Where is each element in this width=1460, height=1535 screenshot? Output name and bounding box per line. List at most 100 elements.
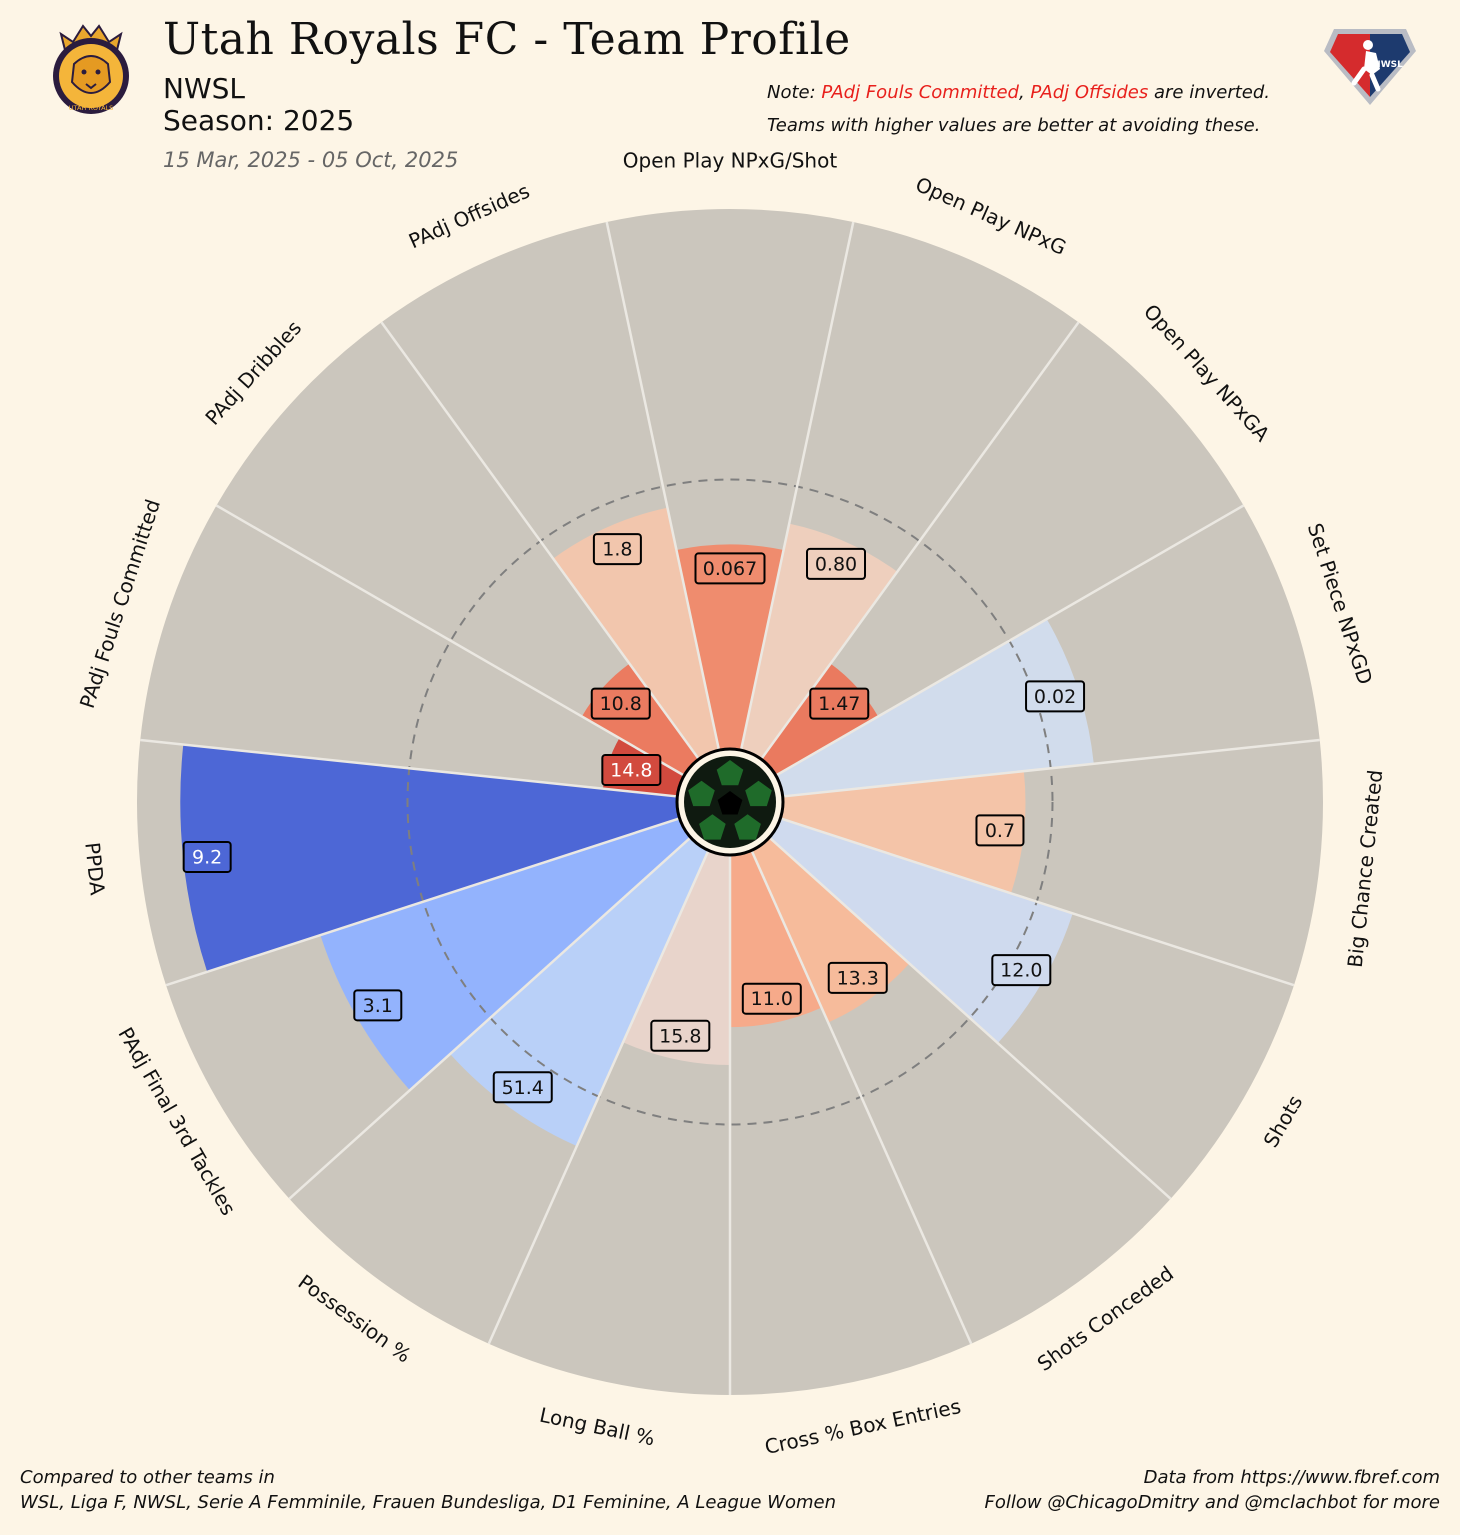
note-metric-fouls: PAdj Fouls Committed: [821, 82, 1019, 103]
bar-10: [320, 818, 692, 1091]
value-label-text: 10.8: [600, 693, 642, 715]
value-label-text: 1.47: [818, 693, 860, 715]
bar-11: [180, 744, 681, 972]
category-label: Cross % Box Entries: [763, 1394, 963, 1459]
value-label: 0.067: [694, 552, 766, 585]
reference-ring: [406, 478, 1054, 1126]
slice-divider: [165, 816, 681, 987]
inverted-note-explanation: Teams with higher values are better at a…: [767, 115, 1261, 136]
slice-divider: [215, 504, 686, 778]
category-label: Open Play NPxG/Shot: [623, 149, 838, 173]
value-label-text: 1.8: [602, 539, 632, 561]
page-title: Utah Royals FC - Team Profile: [163, 14, 851, 65]
value-label-text: 11.0: [751, 988, 793, 1010]
bar-14: [553, 507, 720, 760]
note-prefix: Note:: [767, 82, 822, 103]
value-label-box: [1025, 680, 1086, 713]
slice-divider: [750, 848, 973, 1345]
value-label-box: [353, 989, 403, 1022]
league-logo: NWSL: [1324, 29, 1416, 105]
slice-divider: [487, 848, 710, 1345]
slice-background: [140, 505, 685, 797]
note-metric-offsides: PAdj Offsides: [1030, 82, 1149, 103]
category-label: PPDA: [80, 841, 109, 896]
slice-background: [216, 322, 700, 776]
note-separator: ,: [1018, 82, 1031, 103]
category-label: Long Ball %: [537, 1403, 657, 1451]
value-label-box: [182, 840, 232, 873]
value-label-text: 0.80: [815, 553, 857, 575]
date-range: 15 Mar, 2025 - 05 Oct, 2025: [163, 148, 459, 172]
slice-divider: [767, 835, 1172, 1200]
bar-0: [676, 544, 784, 752]
value-label-text: 0.067: [703, 558, 757, 580]
team-crest-logo: UTAH ROYALS: [53, 24, 129, 114]
category-label: PAdj Offsides: [405, 179, 533, 254]
value-label-box: [806, 547, 867, 580]
category-label: Set Piece NPxGD: [1303, 520, 1378, 687]
category-label: Big Chance Created: [1343, 769, 1388, 969]
value-label: 9.2: [182, 840, 232, 873]
inverted-note: Note: PAdj Fouls Committed, PAdj Offside…: [767, 82, 1270, 103]
footer-comparison-label: Compared to other teams in: [20, 1467, 275, 1488]
value-label: 3.1: [353, 989, 403, 1022]
value-label: 51.4: [492, 1071, 553, 1104]
footer-data-source: Data from https://www.fbref.com: [1143, 1467, 1440, 1488]
value-label-box: [650, 1019, 711, 1052]
category-label: Shots: [1259, 1091, 1308, 1151]
footer-comparison-leagues: WSL, Liga F, NWSL, Serie A Femminile, Fr…: [20, 1492, 836, 1513]
bar-5: [768, 818, 1073, 1044]
value-label-box: [601, 753, 662, 786]
value-label: 0.80: [806, 547, 867, 580]
value-label-text: 51.4: [502, 1077, 544, 1099]
season-label: Season: 2025: [163, 104, 355, 137]
value-label-text: 9.2: [192, 846, 222, 868]
slice-divider: [781, 738, 1320, 798]
slice-divider: [140, 738, 679, 798]
slice-divider: [380, 321, 701, 761]
value-label: 0.02: [1025, 680, 1086, 713]
value-label-text: 14.8: [610, 759, 652, 781]
footer-follow: Follow @ChicagoDmitry and @mclachbot for…: [984, 1492, 1440, 1513]
bar-4: [779, 771, 1026, 894]
slice-background: [760, 322, 1244, 776]
bar-1: [740, 523, 898, 760]
value-label-box: [492, 1071, 553, 1104]
bar-9: [450, 836, 709, 1147]
value-label-box: [590, 687, 651, 720]
value-label: 12.0: [991, 954, 1052, 987]
slice-divider: [759, 321, 1080, 761]
bar-8: [623, 849, 730, 1065]
value-label-box: [741, 982, 802, 1015]
value-label: 1.47: [809, 687, 870, 720]
value-label-text: 0.7: [985, 820, 1015, 842]
value-label-text: 3.1: [363, 995, 393, 1017]
slice-divider: [779, 816, 1295, 987]
bar-7: [730, 849, 822, 1028]
value-label: 10.8: [590, 687, 651, 720]
slice-divider: [774, 504, 1245, 778]
value-label-text: 13.3: [837, 967, 879, 989]
league-name: NWSL: [163, 72, 246, 105]
value-label-text: 12.0: [1000, 960, 1042, 982]
note-suffix: are inverted.: [1148, 82, 1271, 103]
slice-divider: [288, 835, 693, 1200]
league-logo-text: NWSL: [1373, 60, 1403, 70]
value-label: 1.8: [592, 533, 642, 566]
value-label: 14.8: [601, 753, 662, 786]
bar-3: [775, 619, 1094, 797]
value-label-text: 0.02: [1034, 686, 1076, 708]
value-label-box: [975, 814, 1025, 847]
slice-divider: [605, 221, 721, 752]
value-label: 11.0: [741, 982, 802, 1015]
slice-divider: [739, 221, 855, 752]
slice-background: [606, 208, 854, 752]
value-label: 15.8: [650, 1019, 711, 1052]
soccer-ball-icon: [675, 747, 785, 857]
value-label: 0.7: [975, 814, 1025, 847]
value-label-text: 15.8: [659, 1025, 701, 1047]
value-label-box: [827, 961, 888, 994]
value-label-box: [592, 533, 642, 566]
value-label-box: [809, 687, 870, 720]
